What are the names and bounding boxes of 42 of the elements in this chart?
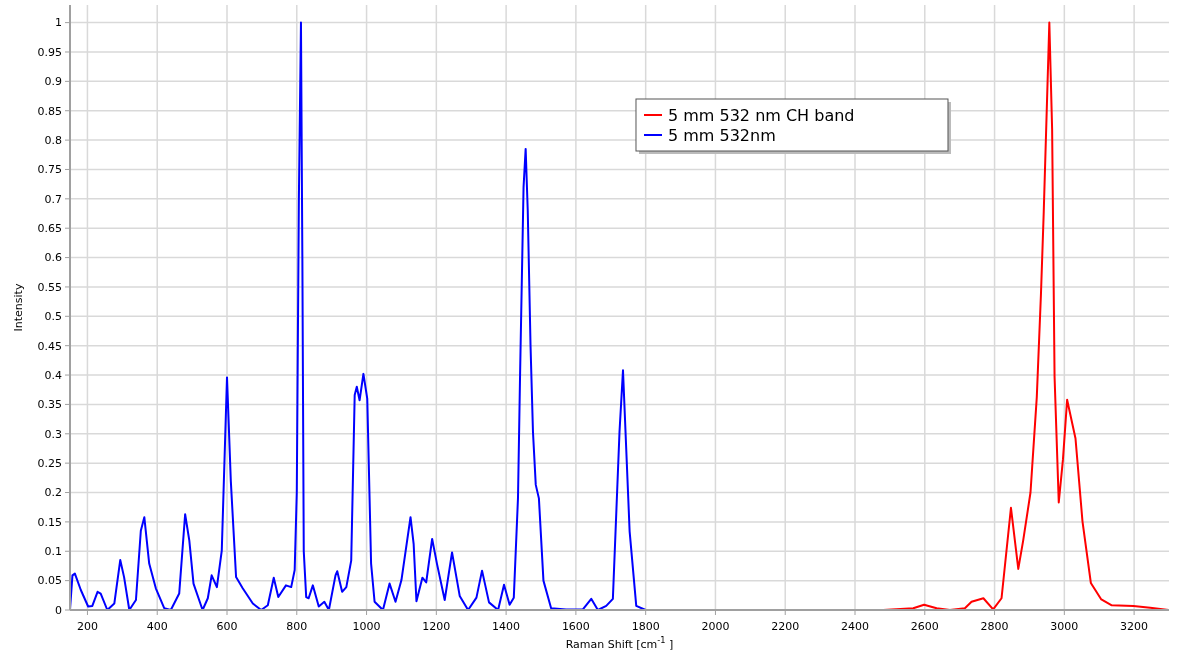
y-tick-label: 0.9 bbox=[44, 75, 62, 89]
y-tick-label: 0.7 bbox=[44, 192, 62, 206]
x-tick-label: 1800 bbox=[631, 620, 660, 633]
x-tick-label: 800 bbox=[286, 620, 308, 633]
y-tick-label: 0.65 bbox=[37, 222, 62, 236]
y-tick-label: 1 bbox=[55, 16, 62, 30]
y-tick-label: 0.25 bbox=[37, 457, 62, 471]
x-tick-label: 2600 bbox=[910, 620, 939, 633]
x-tick-label: 1200 bbox=[422, 620, 451, 633]
x-tick-label: 2400 bbox=[841, 620, 869, 633]
x-tick-label: 2000 bbox=[701, 620, 730, 633]
x-tick-label: 1600 bbox=[561, 620, 590, 633]
x-tick-label: 3200 bbox=[1120, 620, 1149, 633]
x-tick-label: 1000 bbox=[352, 620, 381, 633]
x-axis-title: Raman Shift [cm$^{-1}$ ] bbox=[565, 635, 674, 651]
legend-label: 5 mm 532nm bbox=[667, 125, 776, 145]
y-axis-title: Intensity bbox=[12, 283, 25, 332]
y-tick-label: 0.45 bbox=[37, 339, 62, 353]
y-tick-label: 0.05 bbox=[37, 574, 62, 588]
y-tick-label: 0 bbox=[55, 603, 62, 617]
x-tick-label: 2200 bbox=[771, 620, 800, 633]
y-tick-label: 0.6 bbox=[44, 251, 62, 265]
y-tick-label: 0.35 bbox=[37, 398, 62, 412]
y-tick-label: 0.15 bbox=[37, 515, 62, 529]
y-tick-label: 0.1 bbox=[44, 545, 62, 559]
x-tick-label: 3000 bbox=[1050, 620, 1079, 633]
y-tick-label: 0.4 bbox=[44, 368, 62, 382]
y-tick-label: 0.95 bbox=[37, 45, 62, 59]
line-series bbox=[69, 21, 647, 611]
legend-label: 5 mm 532 nm CH band bbox=[667, 105, 855, 125]
y-tick-label: 0.55 bbox=[37, 280, 62, 294]
x-tick-label: 400 bbox=[146, 620, 168, 633]
x-tick-label: 200 bbox=[76, 620, 98, 633]
x-tick-label: 1400 bbox=[492, 620, 521, 633]
y-tick-label: 0.85 bbox=[37, 104, 62, 118]
x-tick-label: 2800 bbox=[980, 620, 1009, 633]
y-tick-label: 0.5 bbox=[44, 310, 62, 324]
y-tick-label: 0.3 bbox=[44, 427, 62, 441]
y-tick-label: 0.2 bbox=[44, 486, 62, 500]
y-tick-label: 0.8 bbox=[44, 133, 62, 147]
y-tick-label: 0.75 bbox=[37, 163, 62, 177]
x-tick-label: 600 bbox=[216, 620, 238, 633]
